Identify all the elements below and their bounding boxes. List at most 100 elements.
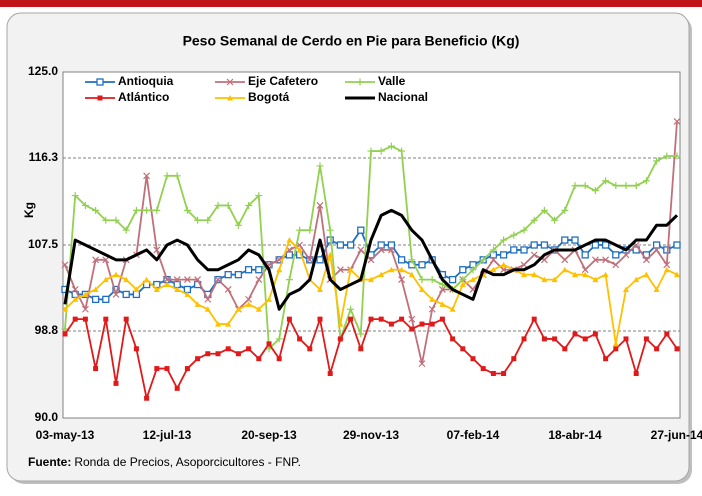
marker: [377, 147, 385, 155]
marker: [163, 172, 171, 180]
marker: [317, 286, 323, 292]
marker: [234, 221, 242, 229]
marker: [459, 281, 466, 288]
marker: [408, 315, 416, 323]
marker: [561, 256, 569, 264]
marker: [377, 246, 385, 254]
marker: [337, 336, 343, 342]
legend-label: Valle: [378, 74, 406, 88]
marker: [398, 147, 406, 155]
marker: [540, 241, 549, 249]
marker: [448, 275, 457, 284]
marker: [601, 241, 610, 249]
marker: [378, 271, 385, 278]
legend-label: Eje Cafetero: [248, 74, 318, 88]
marker: [173, 172, 181, 180]
marker: [510, 246, 518, 254]
marker: [561, 266, 568, 273]
marker: [418, 360, 426, 368]
marker: [164, 281, 170, 288]
marker: [551, 216, 559, 224]
marker: [285, 251, 294, 259]
marker: [429, 296, 436, 302]
marker: [266, 341, 272, 347]
marker: [460, 346, 466, 352]
marker: [592, 276, 599, 283]
chart-title: Peso Semanal de Cerdo en Pie para Benefi…: [183, 33, 520, 49]
marker: [184, 291, 191, 297]
marker: [307, 346, 313, 352]
marker: [490, 266, 497, 273]
marker: [245, 301, 252, 307]
marker: [132, 206, 140, 214]
marker: [613, 346, 619, 352]
y-tick-label: 90.0: [35, 410, 59, 424]
marker: [501, 371, 507, 377]
marker: [623, 336, 629, 342]
y-axis-label: Kg: [22, 202, 36, 218]
marker: [398, 266, 405, 273]
marker: [184, 366, 190, 372]
x-tick-label: 07-feb-14: [447, 428, 500, 442]
source-label: Fuente:: [28, 455, 71, 469]
marker: [572, 331, 578, 337]
marker: [113, 271, 119, 278]
marker: [612, 251, 620, 259]
marker: [581, 182, 589, 190]
marker: [183, 276, 191, 284]
marker: [255, 306, 262, 312]
legend-label: Bogotá: [248, 90, 290, 104]
x-tick-label: 03-may-13: [36, 428, 95, 442]
marker: [204, 216, 212, 224]
marker: [664, 331, 670, 337]
marker: [418, 261, 426, 269]
marker: [132, 290, 141, 299]
marker: [663, 266, 670, 273]
marker: [204, 306, 211, 312]
marker: [562, 346, 568, 352]
marker: [316, 202, 324, 209]
marker: [336, 241, 345, 249]
marker: [368, 316, 374, 322]
marker: [459, 266, 467, 274]
marker: [163, 276, 171, 284]
marker: [439, 301, 446, 307]
marker: [582, 336, 588, 342]
marker: [438, 286, 446, 293]
marker: [214, 276, 222, 284]
marker: [653, 246, 661, 254]
marker: [673, 152, 681, 160]
x-tick-label: 20-sep-13: [241, 428, 297, 442]
marker: [409, 326, 415, 332]
marker: [489, 246, 497, 254]
marker: [81, 201, 89, 209]
y-tick-label: 98.8: [35, 323, 59, 337]
marker: [133, 286, 140, 292]
marker: [154, 366, 160, 372]
marker: [337, 321, 344, 327]
marker: [653, 286, 660, 292]
marker: [347, 305, 355, 313]
marker: [643, 336, 649, 342]
marker: [571, 182, 579, 190]
marker: [215, 321, 221, 327]
marker: [81, 305, 89, 313]
marker: [633, 276, 640, 283]
marker: [673, 241, 681, 249]
marker: [62, 331, 68, 337]
marker: [224, 271, 232, 279]
marker: [164, 366, 170, 372]
marker: [428, 276, 436, 284]
marker: [429, 321, 435, 327]
marker: [622, 251, 630, 259]
marker: [357, 246, 365, 254]
marker: [174, 385, 180, 391]
marker: [183, 206, 191, 214]
marker: [603, 356, 609, 362]
marker: [633, 371, 639, 377]
marker: [591, 187, 599, 195]
marker: [255, 266, 263, 274]
marker: [592, 331, 598, 337]
marker: [286, 316, 292, 322]
marker: [602, 271, 609, 278]
